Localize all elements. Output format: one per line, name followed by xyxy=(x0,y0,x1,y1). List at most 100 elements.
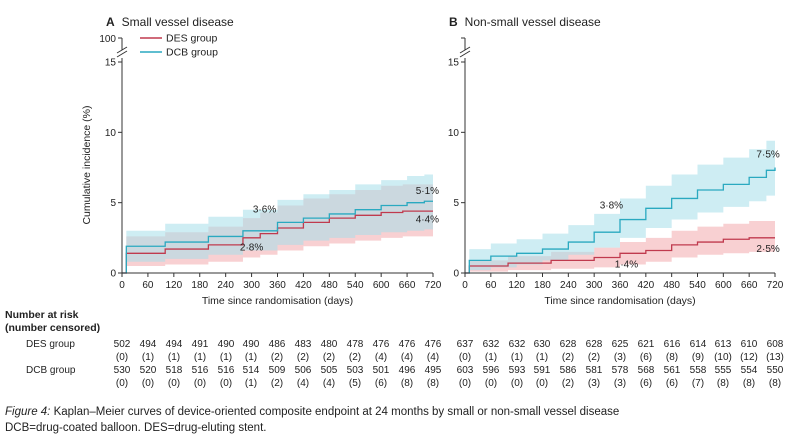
censored-count-des: (4) xyxy=(427,352,439,363)
risk-count-dcb: 506 xyxy=(295,365,312,376)
censored-count-des: (2) xyxy=(271,352,283,363)
censored-count-des: (2) xyxy=(349,352,361,363)
risk-count-des: 637 xyxy=(457,339,474,350)
panel-title-text: Non-small vessel disease xyxy=(465,15,601,29)
censored-count-dcb: (4) xyxy=(297,378,309,389)
censored-count-dcb: (0) xyxy=(168,378,180,389)
ci-band-dcb xyxy=(465,137,775,273)
x-tick-label: 540 xyxy=(689,280,706,291)
risk-count-des: 491 xyxy=(192,339,209,350)
censored-count-dcb: (6) xyxy=(666,378,678,389)
y-tick-label: 100 xyxy=(99,34,116,45)
risk-table: Number at risk(number censored) DES group… xyxy=(5,309,784,389)
risk-count-dcb: 514 xyxy=(243,365,260,376)
x-tick-label: 300 xyxy=(586,280,603,291)
annotation-label: 2·8% xyxy=(240,242,263,253)
risk-count-des: 614 xyxy=(690,339,707,350)
risk-count-dcb: 530 xyxy=(114,365,131,376)
x-tick-label: 420 xyxy=(295,280,312,291)
risk-count-dcb: 561 xyxy=(664,365,681,376)
censored-count-dcb: (3) xyxy=(588,378,600,389)
censored-count-des: (4) xyxy=(401,352,413,363)
x-tick-label: 660 xyxy=(399,280,416,291)
risk-count-dcb: 520 xyxy=(140,365,157,376)
censored-count-dcb: (6) xyxy=(375,378,387,389)
risk-count-dcb: 518 xyxy=(166,365,183,376)
risk-count-dcb: 496 xyxy=(399,365,416,376)
x-tick-label: 480 xyxy=(321,280,338,291)
legend-label: DES group xyxy=(166,33,218,45)
panel-title-text: Small vessel disease xyxy=(122,15,234,29)
risk-count-dcb: 578 xyxy=(612,365,629,376)
x-axis-label: Time since randomisation (days) xyxy=(544,295,695,307)
y-tick-label: 15 xyxy=(448,58,460,69)
y-tick-label: 5 xyxy=(453,198,459,209)
panel-letter: B xyxy=(449,15,458,29)
x-tick-label: 180 xyxy=(191,280,208,291)
risk-table-subheader: (number censored) xyxy=(5,322,100,334)
risk-count-des: 476 xyxy=(399,339,416,350)
axis-break-mark xyxy=(116,50,128,58)
y-tick-label: 0 xyxy=(110,269,116,280)
censored-count-des: (0) xyxy=(459,352,471,363)
censored-count-des: (10) xyxy=(714,352,732,363)
censored-count-dcb: (7) xyxy=(692,378,704,389)
risk-count-dcb: 596 xyxy=(483,365,500,376)
axis-break-mark xyxy=(459,50,471,58)
panel-title: A Small vessel disease xyxy=(106,15,234,29)
censored-count-des: (1) xyxy=(168,352,180,363)
risk-count-dcb: 501 xyxy=(373,365,390,376)
km-line-des xyxy=(465,237,775,274)
censored-count-des: (1) xyxy=(245,352,257,363)
annotation-label: 7·5% xyxy=(756,150,779,161)
x-tick-label: 480 xyxy=(663,280,680,291)
risk-count-des: 490 xyxy=(218,339,235,350)
risk-count-des: 476 xyxy=(425,339,442,350)
censored-count-dcb: (0) xyxy=(116,378,128,389)
risk-count-des: 608 xyxy=(767,339,784,350)
panel-non-small-vessel: B Non-small vessel disease 0 5 10 15 0 60 120 180… xyxy=(448,15,784,307)
y-tick-label: 0 xyxy=(453,269,459,280)
censored-count-des: (9) xyxy=(692,352,704,363)
x-tick-label: 600 xyxy=(715,280,732,291)
risk-count-des: 632 xyxy=(509,339,526,350)
annotation-label: 3·6% xyxy=(253,205,276,216)
risk-count-des: 490 xyxy=(243,339,260,350)
figure-caption: Figure 4: Kaplan–Meier curves of device-… xyxy=(5,404,795,436)
caption-title-line: Figure 4: Kaplan–Meier curves of device-… xyxy=(5,404,795,420)
censored-count-dcb: (0) xyxy=(536,378,548,389)
risk-count-des: 494 xyxy=(166,339,183,350)
annotation-label: 2·5% xyxy=(756,244,779,255)
censored-count-dcb: (8) xyxy=(769,378,781,389)
censored-count-dcb: (2) xyxy=(562,378,574,389)
annotation-label: 5·1% xyxy=(416,186,439,197)
risk-count-des: 632 xyxy=(483,339,500,350)
risk-count-des: 486 xyxy=(269,339,286,350)
risk-row-label-dcb: DCB group xyxy=(26,365,76,376)
censored-count-dcb: (0) xyxy=(485,378,497,389)
risk-count-des: 476 xyxy=(373,339,390,350)
risk-count-dcb: 586 xyxy=(560,365,577,376)
x-tick-label: 420 xyxy=(637,280,654,291)
risk-count-dcb: 591 xyxy=(534,365,551,376)
risk-count-des: 613 xyxy=(715,339,732,350)
legend-label: DCB group xyxy=(166,47,218,59)
censored-count-dcb: (8) xyxy=(427,378,439,389)
censored-count-dcb: (6) xyxy=(640,378,652,389)
caption-note: DCB=drug-coated balloon. DES=drug-elutin… xyxy=(5,422,267,434)
censored-count-des: (0) xyxy=(116,352,128,363)
y-tick-label: 5 xyxy=(110,198,116,209)
x-axis-label: Time since randomisation (days) xyxy=(202,295,353,307)
censored-count-des: (1) xyxy=(485,352,497,363)
caption-label: Figure 4: xyxy=(5,406,51,418)
annotation-label: 1·4% xyxy=(615,259,638,270)
censored-count-dcb: (4) xyxy=(323,378,335,389)
censored-count-des: (2) xyxy=(588,352,600,363)
censored-count-dcb: (1) xyxy=(245,378,257,389)
x-tick-label: 120 xyxy=(165,280,182,291)
risk-count-des: 483 xyxy=(295,339,312,350)
risk-count-dcb: 568 xyxy=(638,365,655,376)
risk-count-des: 628 xyxy=(586,339,603,350)
risk-count-dcb: 581 xyxy=(586,365,603,376)
risk-count-dcb: 593 xyxy=(509,365,526,376)
